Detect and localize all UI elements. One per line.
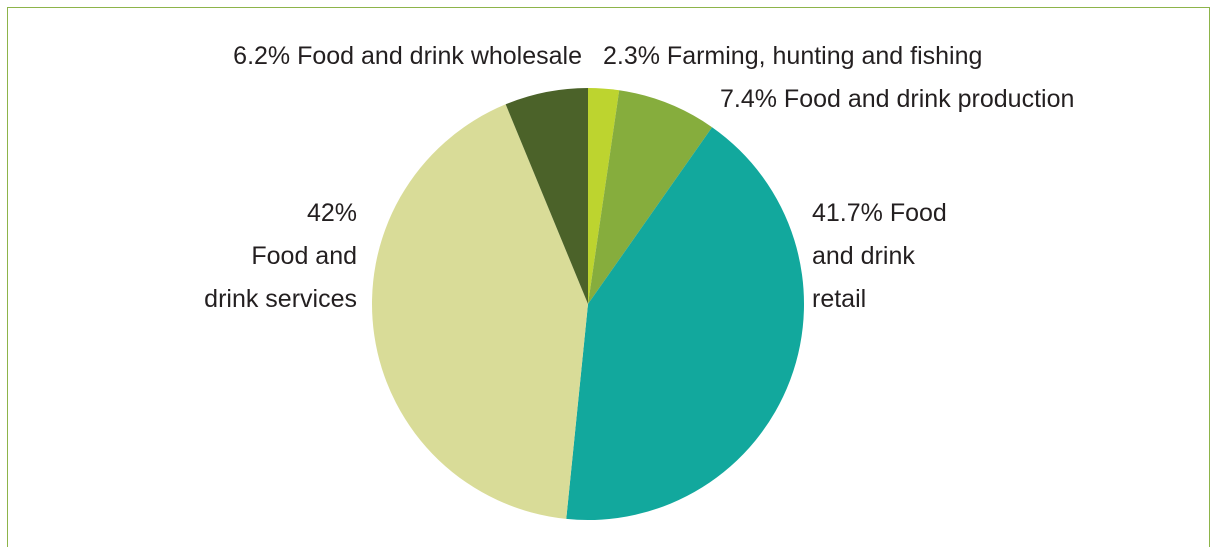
label-retail-line3: retail xyxy=(812,285,866,313)
pie-slice-food-and-drink-production xyxy=(588,90,713,305)
label-services-line1: 42% xyxy=(307,199,357,227)
label-retail-line2: and drink xyxy=(812,242,915,270)
label-wholesale: 6.2% Food and drink wholesale xyxy=(233,42,582,70)
chart-frame xyxy=(7,7,1210,547)
pie-slice-food-and-drink-retail xyxy=(566,127,805,520)
label-services-line3: drink services xyxy=(204,285,357,313)
label-services-line2: Food and xyxy=(251,242,357,270)
pie-slices xyxy=(372,88,805,520)
pie-slice-farming-hunting-and-fishing xyxy=(588,88,620,304)
label-farming: 2.3% Farming, hunting and fishing xyxy=(603,42,982,70)
label-retail-line1: 41.7% Food xyxy=(812,199,947,227)
pie-slice-food-and-drink-services xyxy=(372,104,588,519)
label-production: 7.4% Food and drink production xyxy=(720,85,1074,113)
pie-slice-food-and-drink-wholesale xyxy=(505,88,588,304)
